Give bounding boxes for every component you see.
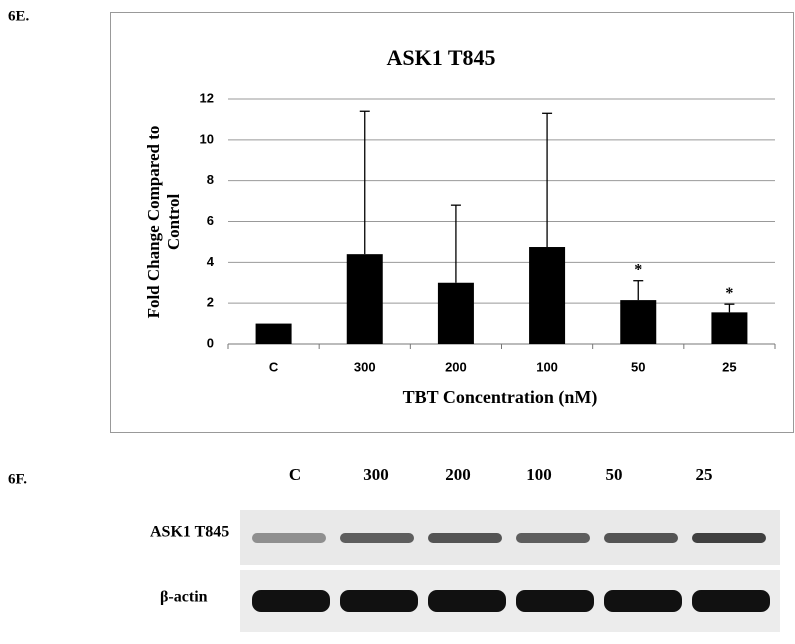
bar (437, 282, 474, 344)
blot-lane-label: 200 (445, 465, 471, 484)
blot-lane-label: 25 (696, 465, 713, 484)
blot-band (604, 533, 678, 543)
significance-mark: * (725, 285, 733, 302)
y-tick-label: 8 (207, 172, 214, 187)
y-axis-label-line: Fold Change Compared to (144, 126, 163, 319)
blot-lane-label: 100 (526, 465, 552, 484)
blot-band (252, 533, 326, 543)
y-tick-label: 10 (200, 131, 214, 146)
blot-band (604, 590, 682, 612)
panel-label: 6F. (8, 471, 27, 487)
y-tick-label: 6 (207, 213, 214, 228)
bar (346, 254, 383, 344)
blot-band (428, 590, 506, 612)
blot-row-label: β-actin (160, 589, 208, 606)
blot-image (240, 510, 780, 565)
x-axis-label: TBT Concentration (nM) (403, 387, 598, 408)
blot-lane-label: C (289, 465, 301, 484)
x-tick-label: 50 (631, 359, 645, 374)
x-tick-label: 100 (536, 359, 558, 374)
blot-band (428, 533, 502, 543)
y-tick-label: 2 (207, 295, 214, 310)
y-tick-label: 12 (200, 90, 214, 105)
bar (620, 300, 657, 344)
error-bar (542, 112, 553, 248)
blot-band (692, 590, 770, 612)
significance-mark: * (634, 261, 642, 278)
chart-frame (110, 12, 794, 433)
blot-band (252, 590, 330, 612)
blot-lane-label: 50 (606, 465, 623, 484)
bar (711, 312, 748, 344)
blot-band (516, 533, 590, 543)
bar (255, 323, 292, 344)
error-bar (450, 204, 461, 283)
error-bar (724, 303, 735, 313)
panel-label: 6E. (8, 8, 30, 24)
y-axis-label: Fold Change Compared to Control (144, 126, 183, 319)
error-bar (633, 280, 644, 301)
y-tick-label: 0 (207, 335, 214, 350)
x-tick-label: 300 (354, 359, 376, 374)
blot-band (516, 590, 594, 612)
blot-band (692, 533, 766, 543)
blot-lane-label: 300 (363, 465, 389, 484)
x-tick-label: 25 (722, 359, 736, 374)
y-tick-label: 4 (207, 254, 215, 269)
x-tick-label: C (269, 359, 279, 374)
x-tick-label: 200 (445, 359, 467, 374)
error-bar (359, 110, 370, 255)
blot-band (340, 590, 418, 612)
blot-band (340, 533, 414, 543)
chart-title: ASK1 T845 (386, 45, 495, 70)
bar (529, 247, 566, 344)
y-axis-label-line: Control (164, 194, 183, 251)
blot-row-label: ASK1 T845 (150, 524, 229, 541)
